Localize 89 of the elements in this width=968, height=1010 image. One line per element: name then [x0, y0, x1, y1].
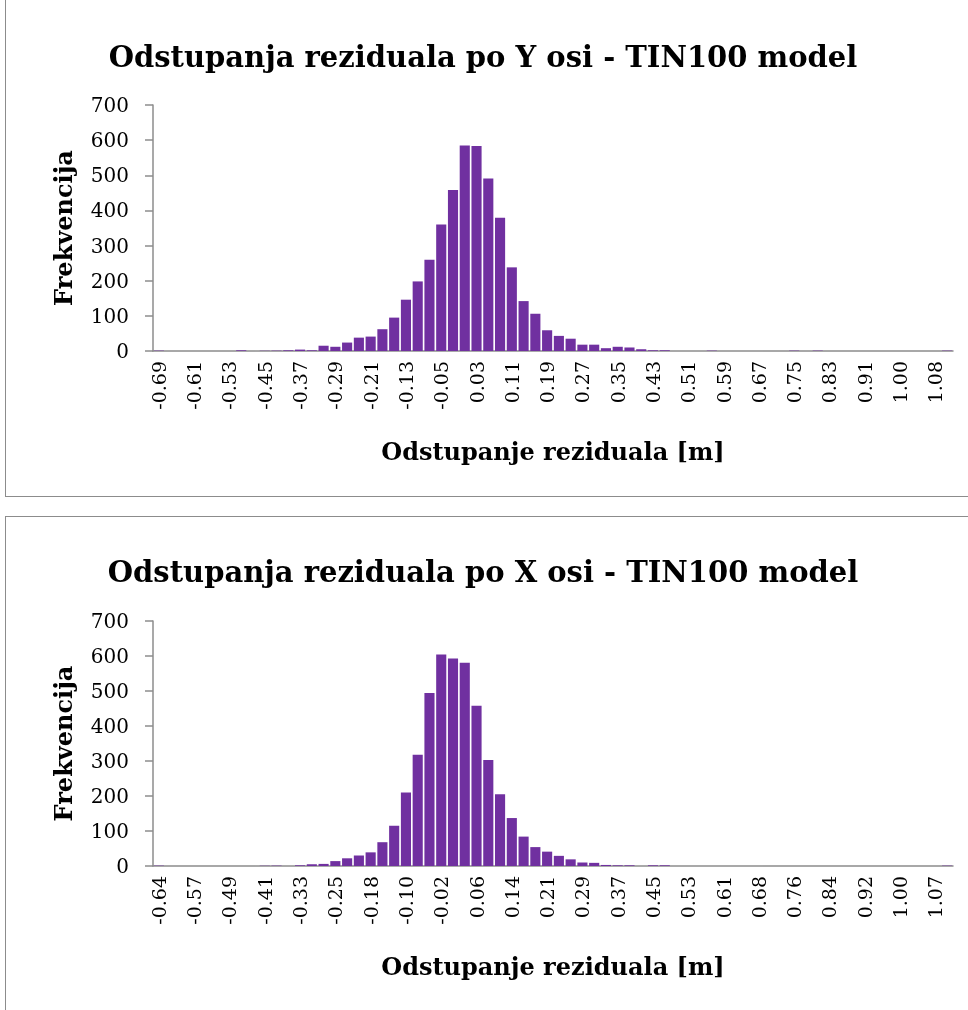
bar: [353, 855, 364, 866]
bar: [342, 342, 353, 351]
y-tick-label: 300: [90, 233, 129, 258]
bar: [495, 217, 506, 351]
x-tick-label: -0.49: [218, 876, 241, 925]
x-tick-label: 0.67: [747, 361, 770, 404]
x-tick-label: 0.35: [606, 361, 629, 404]
y-axis-title: Frekvencija: [48, 665, 78, 822]
bar: [495, 794, 506, 866]
x-tick-label: 0.51: [677, 361, 700, 404]
x-tick-label: 0.59: [712, 361, 735, 404]
x-tick-label: -0.57: [183, 876, 206, 925]
y-tick-label: 0: [116, 339, 129, 363]
x-tick-label: 0.68: [747, 876, 770, 919]
x-tick-label: 0.92: [853, 876, 876, 919]
x-tick-label: 0.21: [536, 876, 559, 919]
bar: [353, 337, 364, 351]
bar: [600, 348, 611, 351]
y-tick-label: 200: [90, 784, 129, 808]
x-tick-label: 1.07: [924, 876, 947, 919]
x-tick-label: -0.69: [147, 361, 170, 410]
x-tick-label: -0.29: [324, 361, 347, 410]
bar: [553, 335, 564, 351]
y-tick-label: 400: [90, 198, 129, 223]
x-tick-label: 0.53: [677, 876, 700, 919]
x-tick-label: -0.41: [253, 876, 276, 925]
y-tick-label: 600: [90, 644, 129, 668]
x-tick-label: 0.84: [818, 876, 841, 919]
x-tick-label: -0.53: [218, 361, 241, 410]
bar: [589, 344, 600, 351]
x-tick-label: -0.37: [289, 361, 312, 410]
chart-title: Odstupanja reziduala po X osi - TIN100 model: [107, 555, 859, 589]
x-tick-label: 1.00: [889, 876, 912, 919]
y-tick-label: 400: [90, 714, 129, 738]
x-tick-label: 0.45: [642, 876, 664, 919]
y-tick-label: 200: [90, 268, 129, 293]
x-tick-label: -0.45: [253, 361, 276, 410]
bar: [389, 825, 400, 866]
bar: [400, 299, 411, 351]
x-tick-label: 0.11: [500, 361, 523, 404]
x-tick-label: 0.37: [606, 876, 629, 919]
x-tick-label: 0.91: [853, 361, 876, 404]
y-tick-label: 500: [90, 679, 129, 703]
x-tick-label: 1.00: [889, 361, 912, 404]
x-tick-label: 0.76: [783, 876, 806, 919]
x-axis-title: Odstupanje reziduala [m]: [381, 436, 725, 466]
bar: [542, 330, 553, 351]
x-tick-label: -0.61: [183, 361, 206, 410]
bar: [447, 190, 459, 351]
y-tick-label: 500: [90, 163, 129, 188]
y-tick-label: 600: [90, 128, 129, 153]
y-tick-label: 100: [90, 303, 129, 328]
bar: [506, 818, 517, 866]
bar: [553, 855, 564, 866]
x-tick-label: 0.61: [712, 876, 735, 919]
x-tick-label: -0.02: [430, 876, 453, 925]
bar: [542, 851, 553, 866]
x-tick-label: 0.43: [642, 361, 664, 404]
x-tick-label: -0.25: [324, 876, 347, 925]
x-tick-label: -0.13: [394, 361, 417, 410]
x-tick-label: 1.08: [924, 361, 947, 404]
x-tick-label: -0.21: [359, 361, 382, 410]
x-tick-label: 0.27: [571, 361, 594, 404]
x-tick-label: 0.06: [465, 876, 488, 919]
bar: [589, 862, 600, 866]
x-tick-label: 0.19: [536, 361, 559, 404]
x-tick-label: -0.18: [359, 876, 382, 925]
y-tick-label: 700: [90, 609, 129, 633]
x-tick-label: 0.83: [818, 361, 841, 404]
x-tick-label: -0.33: [289, 876, 312, 925]
x-axis-title: Odstupanje reziduala [m]: [381, 951, 725, 981]
chart-title: Odstupanja reziduala po Y osi - TIN100 model: [108, 40, 858, 74]
y-tick-label: 0: [116, 854, 129, 878]
bar: [389, 317, 400, 351]
x-tick-label: -0.64: [147, 876, 170, 925]
x-tick-label: 0.03: [465, 361, 488, 404]
bar: [447, 658, 459, 866]
y-axis-title: Frekvencija: [48, 150, 78, 306]
bar: [506, 267, 517, 351]
x-tick-label: 0.29: [571, 876, 594, 919]
y-tick-label: 300: [90, 749, 129, 773]
x-tick-label: 0.14: [500, 876, 523, 919]
x-tick-label: 0.75: [783, 361, 806, 404]
bar: [342, 858, 353, 866]
y-tick-label: 100: [90, 819, 129, 843]
x-tick-label: -0.05: [430, 361, 453, 410]
x-tick-label: -0.10: [394, 876, 417, 925]
bar: [400, 792, 411, 866]
y-tick-label: 700: [90, 93, 129, 117]
